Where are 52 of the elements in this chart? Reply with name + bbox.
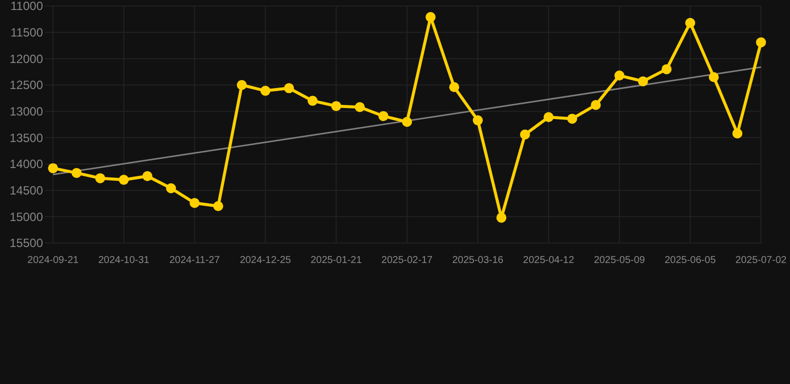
point: [496, 212, 506, 223]
x-tick-label: 2024-11-27: [169, 255, 220, 266]
point: [48, 163, 58, 174]
x-tick-label: 2024-12-25: [240, 255, 292, 266]
point: [614, 70, 624, 81]
point: [260, 86, 270, 96]
x-tick-label: 2024-10-31: [98, 255, 150, 266]
y-tick-label: 15500: [10, 236, 44, 250]
x-tick-label: 2025-04-12: [523, 255, 575, 266]
y-tick-label: 14500: [10, 184, 44, 198]
x-tick-label: 2025-06-05: [664, 255, 716, 266]
point: [354, 102, 365, 112]
point: [544, 112, 554, 122]
point: [213, 201, 224, 212]
point: [284, 83, 294, 94]
y-tick-label: 13500: [10, 130, 44, 145]
y-tick-label: 12500: [10, 78, 44, 92]
point: [708, 72, 719, 82]
point: [72, 168, 82, 178]
point: [472, 115, 483, 126]
y-tick-label: 11500: [10, 26, 44, 40]
point: [378, 111, 388, 122]
point: [426, 12, 436, 22]
y-tick-label: 13000: [10, 104, 44, 119]
point: [402, 116, 412, 127]
x-tick-label: 2024-09-21: [27, 255, 80, 266]
point: [190, 198, 200, 208]
y-tick-label: 12000: [10, 52, 44, 66]
point: [520, 130, 530, 140]
x-tick-label: 2025-01-21: [310, 255, 362, 266]
point: [118, 174, 129, 185]
point: [685, 18, 696, 28]
y-tick-label: 11000: [10, 0, 44, 14]
point: [567, 114, 578, 124]
x-tick-label: 2025-07-02: [735, 255, 788, 266]
point: [662, 64, 672, 74]
point: [590, 100, 601, 110]
point: [732, 128, 742, 138]
y-tick-label: 15000: [10, 210, 44, 224]
y-tick-label: 14000: [10, 157, 44, 172]
point: [166, 183, 176, 194]
point: [236, 80, 247, 90]
point: [331, 101, 342, 112]
point: [449, 82, 460, 92]
x-tick-label: 2025-02-17: [381, 255, 434, 266]
point: [142, 171, 152, 182]
point: [95, 173, 106, 184]
point: [638, 76, 648, 86]
point: [756, 37, 766, 48]
x-tick-label: 2025-05-09: [594, 255, 646, 266]
point: [308, 96, 318, 106]
x-tick-label: 2025-03-16: [452, 255, 504, 266]
